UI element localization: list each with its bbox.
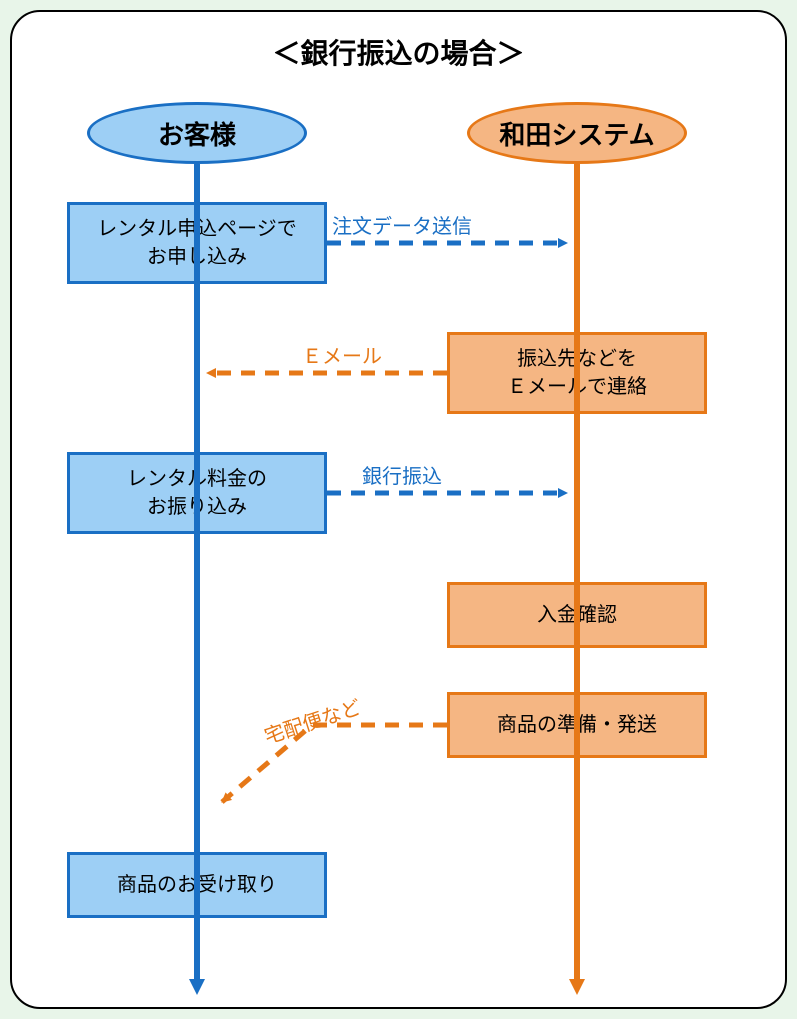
step-pay: レンタル料金のお振り込み bbox=[67, 452, 327, 534]
step-confirm-text: 入金確認 bbox=[537, 601, 617, 629]
step-contact-text: 振込先などをＥメールで連絡 bbox=[507, 345, 647, 401]
company-lane-header: 和田システム bbox=[467, 102, 687, 164]
connector-bank-label: 銀行振込 bbox=[362, 460, 442, 489]
step-ship: 商品の準備・発送 bbox=[447, 692, 707, 758]
step-apply-text: レンタル申込ページでお申し込み bbox=[97, 215, 297, 271]
diagram-title: ＜銀行振込の場合＞ bbox=[12, 32, 785, 72]
step-receive-text: 商品のお受け取り bbox=[117, 871, 277, 899]
connector-order-label: 注文データ送信 bbox=[332, 210, 472, 239]
step-confirm: 入金確認 bbox=[447, 582, 707, 648]
connector-delivery-label: 宅配便など bbox=[260, 691, 364, 749]
customer-lane-label: お客様 bbox=[158, 115, 236, 152]
step-pay-text: レンタル料金のお振り込み bbox=[127, 465, 267, 521]
step-contact: 振込先などをＥメールで連絡 bbox=[447, 332, 707, 414]
company-lane-label: 和田システム bbox=[499, 115, 654, 152]
customer-lane-header: お客様 bbox=[87, 102, 307, 164]
diagram-container: ＜銀行振込の場合＞ お客様 和田システム レンタル申込ページでお申し込み 振込先… bbox=[10, 10, 787, 1009]
step-receive: 商品のお受け取り bbox=[67, 852, 327, 918]
step-ship-text: 商品の準備・発送 bbox=[497, 711, 657, 739]
connector-email-label: Ｅメール bbox=[302, 340, 382, 369]
step-apply: レンタル申込ページでお申し込み bbox=[67, 202, 327, 284]
